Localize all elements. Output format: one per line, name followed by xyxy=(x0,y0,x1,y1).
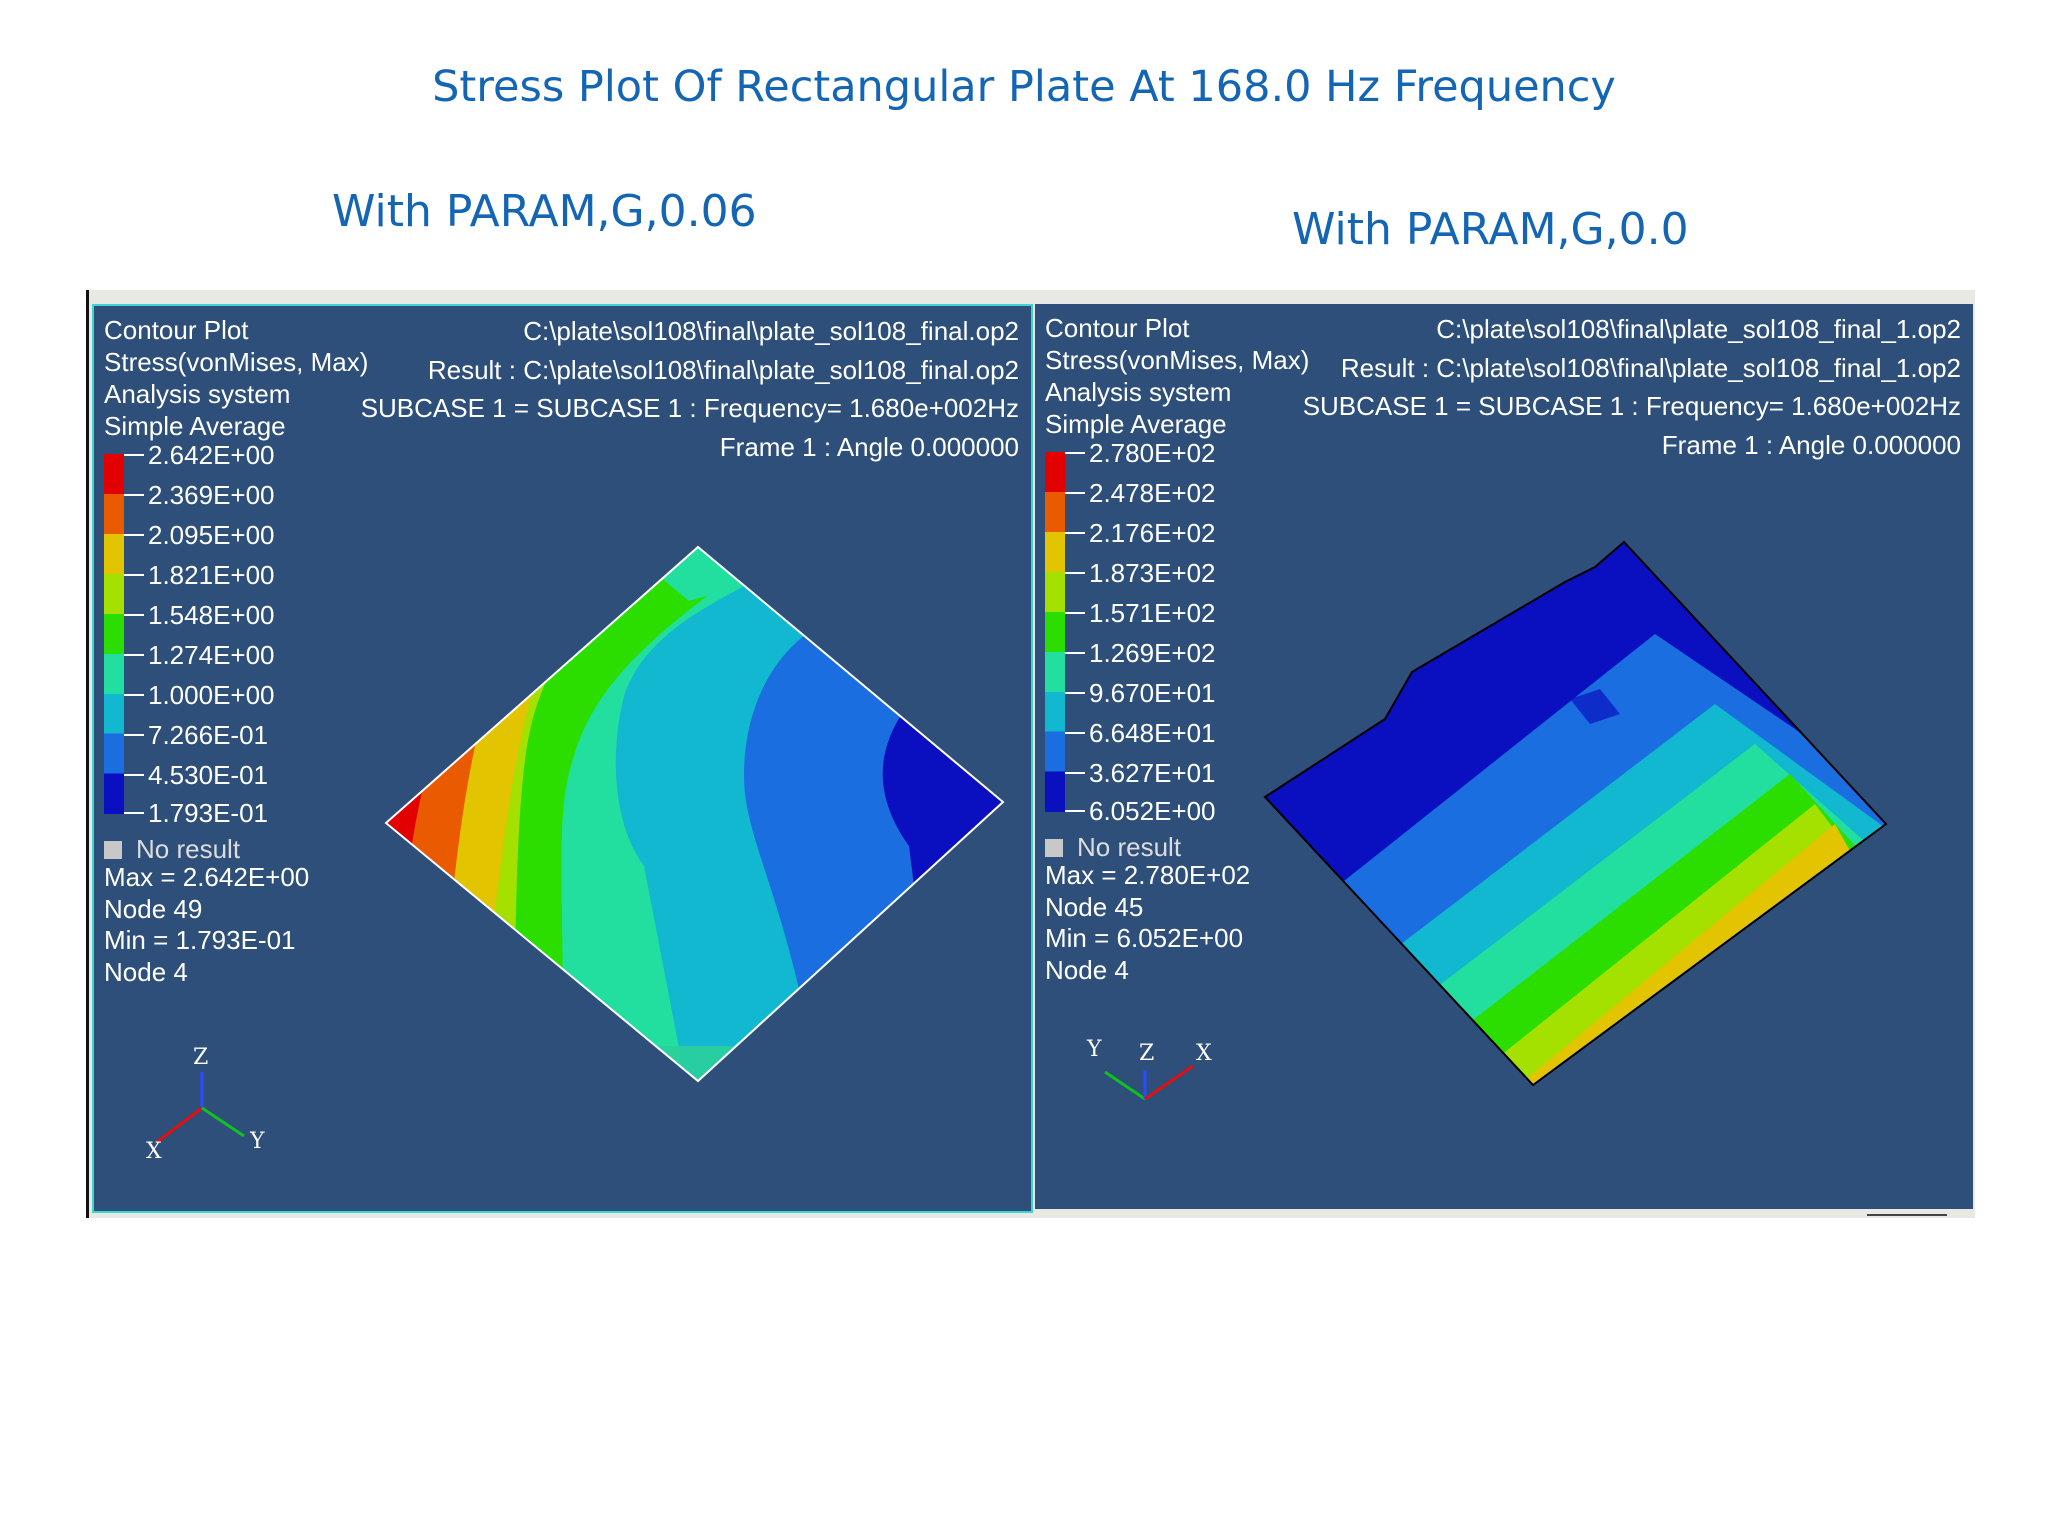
no-result-label: No result xyxy=(1045,832,1181,863)
header-info-right: Contour Plot Stress(vonMises, Max) Analy… xyxy=(1045,312,1309,440)
min-value: Min = 6.052E+00 xyxy=(1045,923,1244,953)
legend-label: 2.478E+02 xyxy=(1089,478,1216,508)
header-line: Stress(vonMises, Max) xyxy=(104,347,369,377)
stress-contour-plot-right[interactable]: Y Z X xyxy=(1035,304,1973,1209)
frame-line: Frame 1 : Angle 0.000000 xyxy=(719,431,1019,462)
header-line: Simple Average xyxy=(1045,409,1227,439)
legend-label: 3.627E+01 xyxy=(1089,758,1216,788)
no-result-swatch xyxy=(104,841,122,859)
result-line: Result : C:\plate\sol108\final\plate_sol… xyxy=(427,354,1019,385)
legend-label: 2.369E+00 xyxy=(148,480,275,510)
axis-triad-right: Y Z X xyxy=(1086,1037,1212,1101)
no-result-swatch xyxy=(1045,839,1063,857)
legend-label: 2.176E+02 xyxy=(1089,518,1216,548)
header-info-left: Contour Plot Stress(vonMises, Max) Analy… xyxy=(104,314,368,442)
header-line: Analysis system xyxy=(1045,377,1232,407)
subtitle-right: With PARAM,G,0.0 xyxy=(1292,204,1689,255)
legend-label: 1.274E+00 xyxy=(148,640,275,670)
legend-label: 7.266E-01 xyxy=(148,720,268,750)
result-file: C:\plate\sol108\final\plate_sol108_final… xyxy=(1436,314,1961,344)
max-value: Max = 2.780E+02 xyxy=(1045,860,1251,890)
legend-label: 1.269E+02 xyxy=(1089,638,1216,668)
no-result-label: No result xyxy=(104,834,240,865)
legend-label: 1.873E+02 xyxy=(1089,558,1216,588)
header-result-right: C:\plate\sol108\final\plate_sol108_final… xyxy=(1303,310,1961,464)
legend-label: 1.821E+00 xyxy=(148,560,275,590)
header-result-left: C:\plate\sol108\final\plate_sol108_final… xyxy=(361,312,1019,466)
legend-label: 2.095E+00 xyxy=(148,520,275,550)
axis-label: X xyxy=(146,1139,162,1164)
viewport-frame: Contour Plot Stress(vonMises, Max) Analy… xyxy=(86,290,1975,1218)
legend-label: 1.793E-01 xyxy=(148,798,268,828)
subtitle-left: With PARAM,G,0.06 xyxy=(332,186,757,237)
legend-label: 6.052E+00 xyxy=(1089,796,1216,826)
minmax-stats-left: Max = 2.642E+00 Node 49 Min = 1.793E-01 … xyxy=(104,862,309,988)
legend-label: 9.670E+01 xyxy=(1089,678,1216,708)
subcase-line: SUBCASE 1 = SUBCASE 1 : Frequency= 1.680… xyxy=(1302,391,1961,421)
legend-label: 4.530E-01 xyxy=(148,760,268,790)
axis-label: Y xyxy=(1086,1037,1102,1062)
viewport-right[interactable]: Contour Plot Stress(vonMises, Max) Analy… xyxy=(1035,304,1973,1209)
slide-title: Stress Plot Of Rectangular Plate At 168.… xyxy=(432,62,1616,112)
header-line: Simple Average xyxy=(104,411,286,441)
max-node: Node 45 xyxy=(1045,891,1144,922)
subcase-line: SUBCASE 1 = SUBCASE 1 : Frequency= 1.680… xyxy=(360,393,1019,423)
status-box xyxy=(1867,1214,1947,1222)
frame-line: Frame 1 : Angle 0.000000 xyxy=(1661,429,1961,460)
minmax-stats-right: Max = 2.780E+02 Node 45 Min = 6.052E+00 … xyxy=(1045,860,1250,986)
header-line: Contour Plot xyxy=(1045,313,1190,343)
axis-triad-left: Z X Y xyxy=(146,1045,265,1164)
header-line: Analysis system xyxy=(104,379,291,409)
min-value: Min = 1.793E-01 xyxy=(104,925,296,955)
header-line: Stress(vonMises, Max) xyxy=(1045,345,1310,375)
stress-contour-plot-left[interactable]: Z X Y xyxy=(94,306,1031,1211)
viewport-left[interactable]: Contour Plot Stress(vonMises, Max) Analy… xyxy=(92,304,1033,1213)
result-file: C:\plate\sol108\final\plate_sol108_final… xyxy=(523,316,1019,346)
legend-label: 1.548E+00 xyxy=(148,600,275,630)
legend-label: 6.648E+01 xyxy=(1089,718,1216,748)
max-node: Node 49 xyxy=(104,893,203,924)
legend-color-bar xyxy=(104,454,124,814)
legend-label: 2.780E+02 xyxy=(1089,438,1216,468)
legend-label: 2.642E+00 xyxy=(148,440,275,470)
legend-label: 1.000E+00 xyxy=(148,680,275,710)
axis-label: X xyxy=(1196,1041,1212,1066)
axis-label: Z xyxy=(1139,1041,1154,1066)
axis-label: Y xyxy=(249,1129,265,1154)
result-line: Result : C:\plate\sol108\final\plate_sol… xyxy=(1340,352,1961,383)
legend-color-bar xyxy=(1045,452,1065,812)
min-node: Node 4 xyxy=(1045,954,1129,985)
header-line: Contour Plot xyxy=(104,315,249,345)
min-node: Node 4 xyxy=(104,956,188,987)
axis-label: Z xyxy=(193,1045,208,1070)
max-value: Max = 2.642E+00 xyxy=(104,862,310,892)
legend-label: 1.571E+02 xyxy=(1089,598,1216,628)
